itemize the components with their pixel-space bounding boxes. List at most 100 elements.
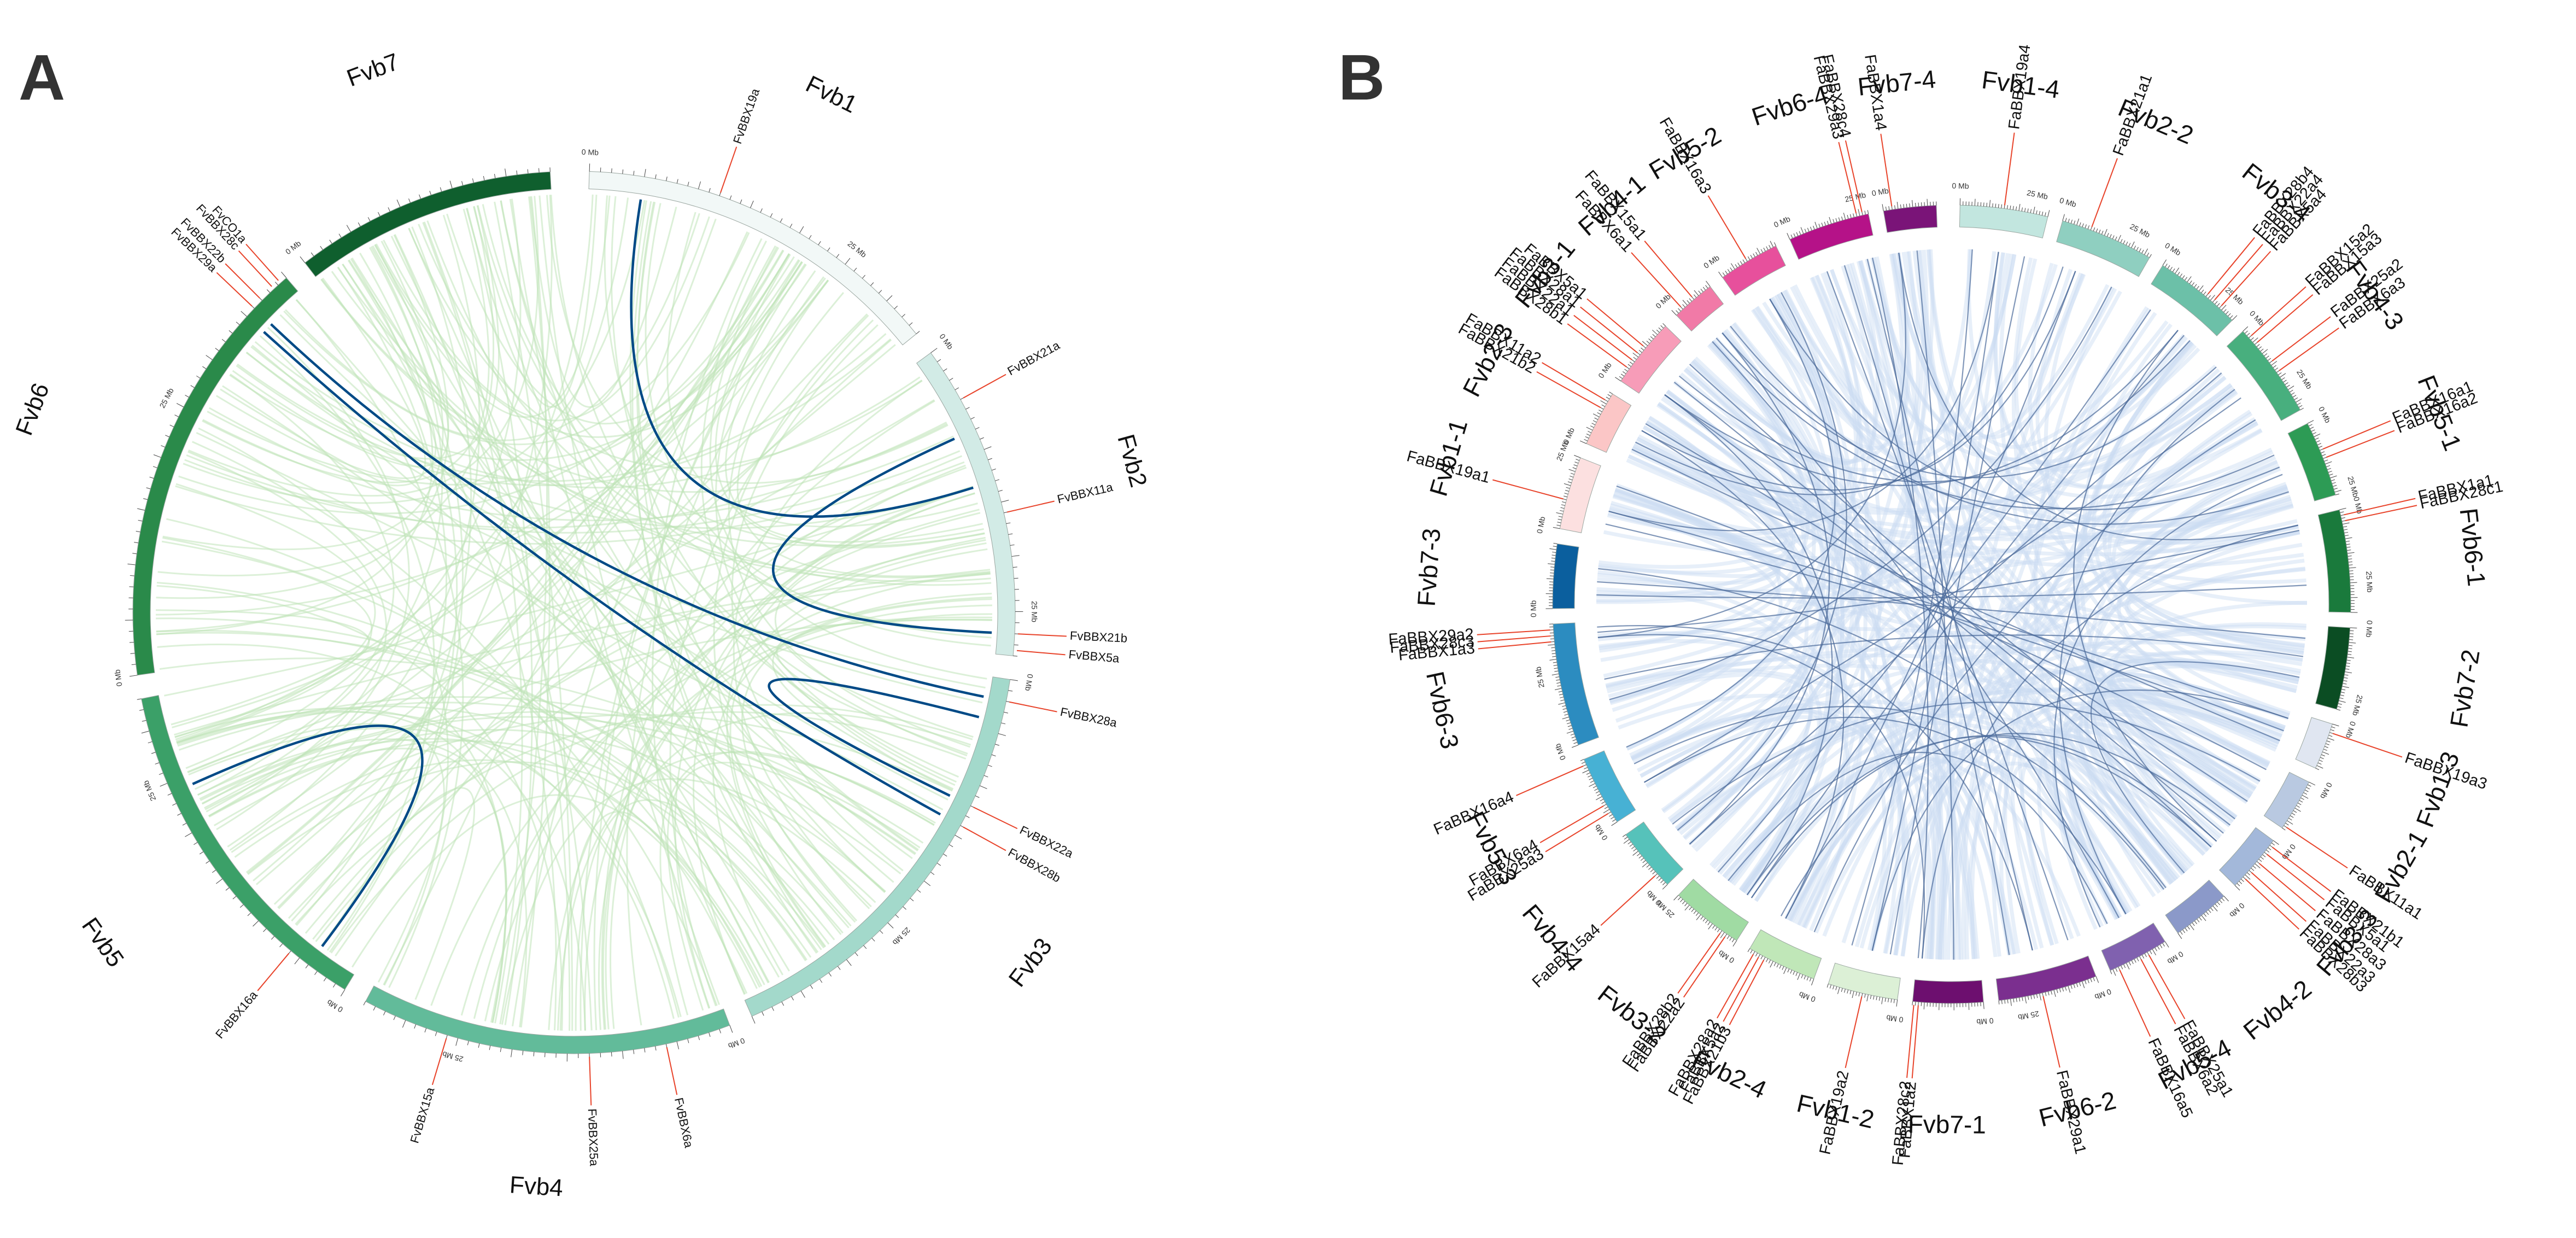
scale-tick (2342, 686, 2349, 688)
scale-tick-label: 25 Mb (2364, 571, 2374, 593)
scale-tick (870, 282, 874, 286)
background-link (2109, 673, 2290, 797)
scale-tick (983, 775, 988, 778)
scale-tick (1708, 923, 1713, 930)
scale-tick (1604, 399, 1608, 402)
gene-marker-line (1478, 641, 1552, 650)
scale-tick (1632, 352, 1638, 358)
scale-tick (2053, 990, 2056, 997)
scale-tick (2349, 636, 2353, 638)
background-link (335, 339, 892, 957)
scale-tick (130, 575, 134, 576)
scale-tick (980, 785, 987, 789)
synteny-link (1898, 253, 2298, 541)
background-link (1993, 252, 2263, 490)
gene-marker-line (1545, 813, 1608, 852)
background-link (715, 260, 957, 783)
chromosome-label-fvb1: Fvb1 (801, 71, 861, 118)
scale-tick (2185, 277, 2187, 281)
scale-tick (611, 1052, 612, 1057)
background-link (2109, 672, 2290, 795)
chromosome-arc-fvb6-3 (1553, 622, 1600, 746)
scale-tick (1564, 493, 1568, 495)
chromosome-arc-fvb2 (916, 352, 1016, 656)
synteny-link (1689, 372, 2222, 845)
gene-marker-line (238, 250, 272, 287)
background-link (197, 246, 443, 796)
background-link (178, 249, 784, 515)
scale-tick (1556, 512, 1563, 515)
background-link (1938, 703, 2279, 960)
scale-tick (1998, 204, 1999, 208)
scale-tick (2185, 927, 2188, 932)
scale-tick (2162, 943, 2165, 947)
scale-tick (489, 1046, 491, 1050)
scale-tick (1849, 214, 1852, 218)
scale-tick (1622, 834, 1626, 837)
scale-tick (402, 1020, 406, 1028)
scale-tick-label: 25 Mb (891, 926, 912, 947)
scale-tick (2007, 999, 2009, 1003)
background-link (1630, 297, 1838, 760)
scale-tick (2197, 919, 2200, 922)
scale-tick (955, 387, 959, 390)
background-link (1708, 342, 2186, 874)
scale-tick (895, 914, 899, 918)
background-link (236, 205, 500, 460)
scale-tick (320, 246, 323, 250)
scale-tick (1855, 212, 1858, 217)
scale-tick (1557, 522, 1561, 523)
scale-tick (1552, 656, 1556, 657)
scale-tick (2062, 988, 2064, 992)
scale-tick (862, 275, 865, 279)
scale-tick (2208, 909, 2211, 913)
background-link (494, 201, 573, 1031)
background-link (2098, 690, 2278, 834)
scale-tick (2215, 301, 2218, 305)
scale-tick (1642, 345, 1646, 348)
scale-tick (2098, 229, 2101, 233)
chromosome-arc-fvb5-4 (2101, 922, 2166, 971)
gene-marker-line (1723, 957, 1759, 1022)
scale-tick (1678, 308, 1681, 312)
scale-tick (995, 479, 1000, 481)
scale-tick-label: 0 Mb (1596, 361, 1613, 380)
scale-tick (983, 446, 992, 450)
scale-tick (2152, 949, 2156, 956)
background-link (155, 609, 370, 728)
gene-marker-line (245, 243, 279, 281)
scale-tick (274, 282, 279, 285)
gene-label: FvBBX21b (1069, 629, 1127, 645)
background-link (156, 234, 449, 599)
scale-tick (916, 331, 920, 335)
scale-tick (2206, 912, 2209, 915)
scale-tick (1603, 809, 1610, 814)
scale-tick (2010, 998, 2012, 1006)
chromosome-arc-fvb1-3 (2295, 717, 2333, 769)
gene-marker-line (1677, 933, 1721, 994)
background-link (1927, 253, 2010, 959)
scale-tick (2302, 795, 2309, 799)
scale-tick (2016, 206, 2017, 211)
scale-tick (1707, 921, 1711, 925)
gene-marker-line (1542, 362, 1606, 401)
scale-tick (2139, 248, 2141, 252)
scale-tick-label: 0 Mb (1798, 990, 1817, 1004)
background-link (295, 299, 830, 945)
scale-tick (1582, 764, 1586, 767)
scale-tick (2278, 372, 2282, 375)
scale-tick (2106, 233, 2109, 237)
scale-tick (1900, 204, 1901, 208)
scale-tick (1921, 202, 1922, 207)
scale-tick (1835, 986, 1837, 990)
background-link (1936, 272, 2083, 960)
background-link (1626, 275, 1858, 751)
scale-tick (1567, 722, 1571, 725)
background-link (500, 200, 959, 778)
scale-tick (455, 1038, 459, 1046)
scale-tick (1566, 731, 1574, 734)
background-link (1688, 687, 2282, 846)
scale-tick (1559, 693, 1563, 696)
scale-tick (2150, 950, 2152, 954)
synteny-link (1712, 341, 2120, 919)
